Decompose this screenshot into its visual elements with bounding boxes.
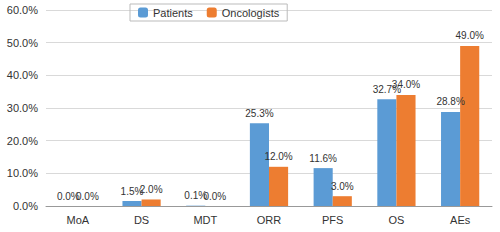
svg-text:10.0%: 10.0% bbox=[7, 167, 38, 179]
svg-text:3.0%: 3.0% bbox=[331, 181, 354, 192]
svg-text:60.0%: 60.0% bbox=[7, 4, 38, 16]
svg-text:0.1%: 0.1% bbox=[184, 190, 208, 202]
svg-text:40.0%: 40.0% bbox=[7, 69, 38, 81]
svg-text:11.6%: 11.6% bbox=[309, 153, 337, 164]
svg-text:Patients: Patients bbox=[153, 7, 193, 19]
svg-text:0.0%: 0.0% bbox=[76, 191, 99, 202]
svg-text:2.0%: 2.0% bbox=[140, 184, 163, 195]
svg-text:30.0%: 30.0% bbox=[7, 102, 38, 114]
svg-text:DS: DS bbox=[134, 214, 149, 226]
svg-text:32.7%: 32.7% bbox=[372, 83, 402, 95]
svg-text:20.0%: 20.0% bbox=[7, 135, 38, 147]
svg-text:ORR: ORR bbox=[257, 214, 282, 226]
svg-text:AEs: AEs bbox=[450, 214, 471, 226]
svg-text:28.8%: 28.8% bbox=[436, 96, 464, 107]
svg-text:0.0%: 0.0% bbox=[13, 200, 38, 212]
svg-text:MoA: MoA bbox=[67, 214, 90, 226]
svg-text:1.5%: 1.5% bbox=[120, 185, 144, 197]
svg-text:12.0%: 12.0% bbox=[264, 151, 292, 162]
svg-text:49.0%: 49.0% bbox=[456, 30, 484, 41]
svg-text:0.0%: 0.0% bbox=[203, 191, 226, 202]
svg-text:OS: OS bbox=[388, 214, 404, 226]
svg-text:0.0%: 0.0% bbox=[56, 190, 80, 202]
svg-text:PFS: PFS bbox=[322, 214, 343, 226]
svg-text:50.0%: 50.0% bbox=[7, 37, 38, 49]
svg-text:25.3%: 25.3% bbox=[245, 108, 273, 119]
svg-text:MDT: MDT bbox=[193, 214, 217, 226]
svg-text:Oncologists: Oncologists bbox=[222, 7, 280, 19]
svg-text:34.0%: 34.0% bbox=[392, 79, 420, 90]
